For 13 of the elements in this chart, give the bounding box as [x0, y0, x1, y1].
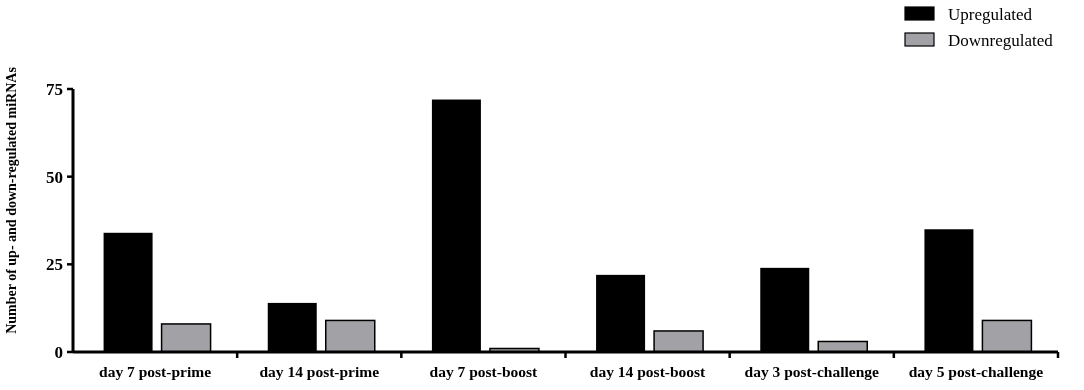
- x-tick-label: day 14 post-boost: [589, 363, 707, 380]
- y-tick-label: 50: [46, 167, 63, 187]
- y-tick-label: 75: [46, 79, 63, 99]
- x-tick-label: day 7 post-prime: [99, 363, 212, 380]
- y-tick-label: 25: [46, 255, 63, 275]
- legend-label: Upregulated: [948, 4, 1033, 24]
- y-axis-title: Number of up- and down-regulated miRNAs: [4, 66, 19, 334]
- x-tick-label: day 3 post-challenge: [744, 363, 880, 380]
- x-tick-label: day 7 post-boost: [429, 363, 539, 380]
- y-tick-label: 0: [54, 342, 63, 362]
- x-tick-label: day 5 post-challenge: [908, 363, 1044, 380]
- x-tick-label: day 14 post-prime: [259, 363, 380, 380]
- legend-label: Downregulated: [948, 30, 1054, 50]
